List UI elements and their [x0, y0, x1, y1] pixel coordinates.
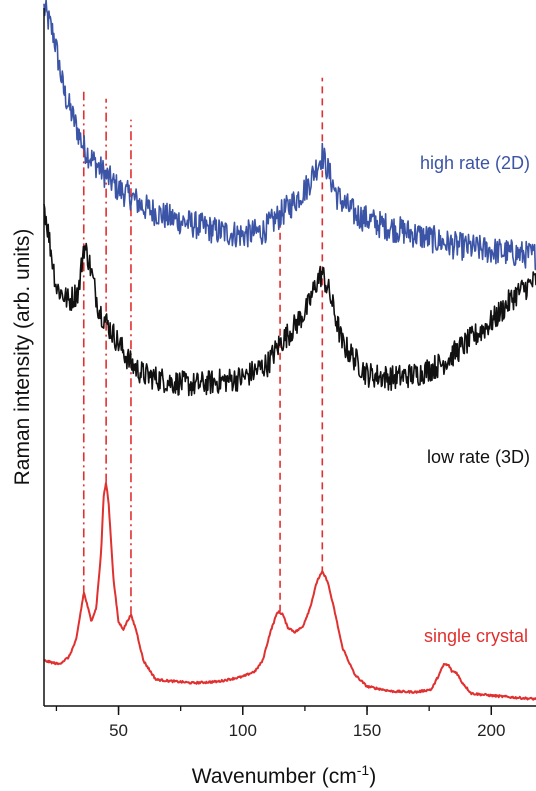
labels: Raman intensity (arb. units) Wavenumber … — [11, 153, 530, 788]
x-tick-label-100: 100 — [229, 721, 257, 740]
x-axis-title: Wavenumber (cm-1) — [192, 762, 376, 788]
x-axis-title-close: ) — [369, 765, 376, 788]
series-line-high-rate-2d- — [43, 0, 536, 271]
series-line-single-crystal — [43, 482, 536, 701]
axes: 50 100 150 200 — [43, 8, 536, 740]
annotation-single-crystal: single crystal — [424, 626, 528, 646]
y-axis-title: Raman intensity (arb. units) — [11, 229, 34, 486]
x-tick-label-50: 50 — [109, 721, 128, 740]
x-axis-title-superscript: -1 — [357, 762, 370, 778]
annotation-high-rate-2d: high rate (2D) — [420, 153, 530, 173]
series-line-low-rate-3d- — [43, 203, 536, 397]
x-tick-label-200: 200 — [477, 721, 505, 740]
x-tick-label-150: 150 — [353, 721, 381, 740]
plot-area — [43, 0, 536, 701]
x-axis-title-main: Wavenumber (cm — [192, 765, 357, 788]
annotation-low-rate-3d: low rate (3D) — [427, 447, 530, 467]
